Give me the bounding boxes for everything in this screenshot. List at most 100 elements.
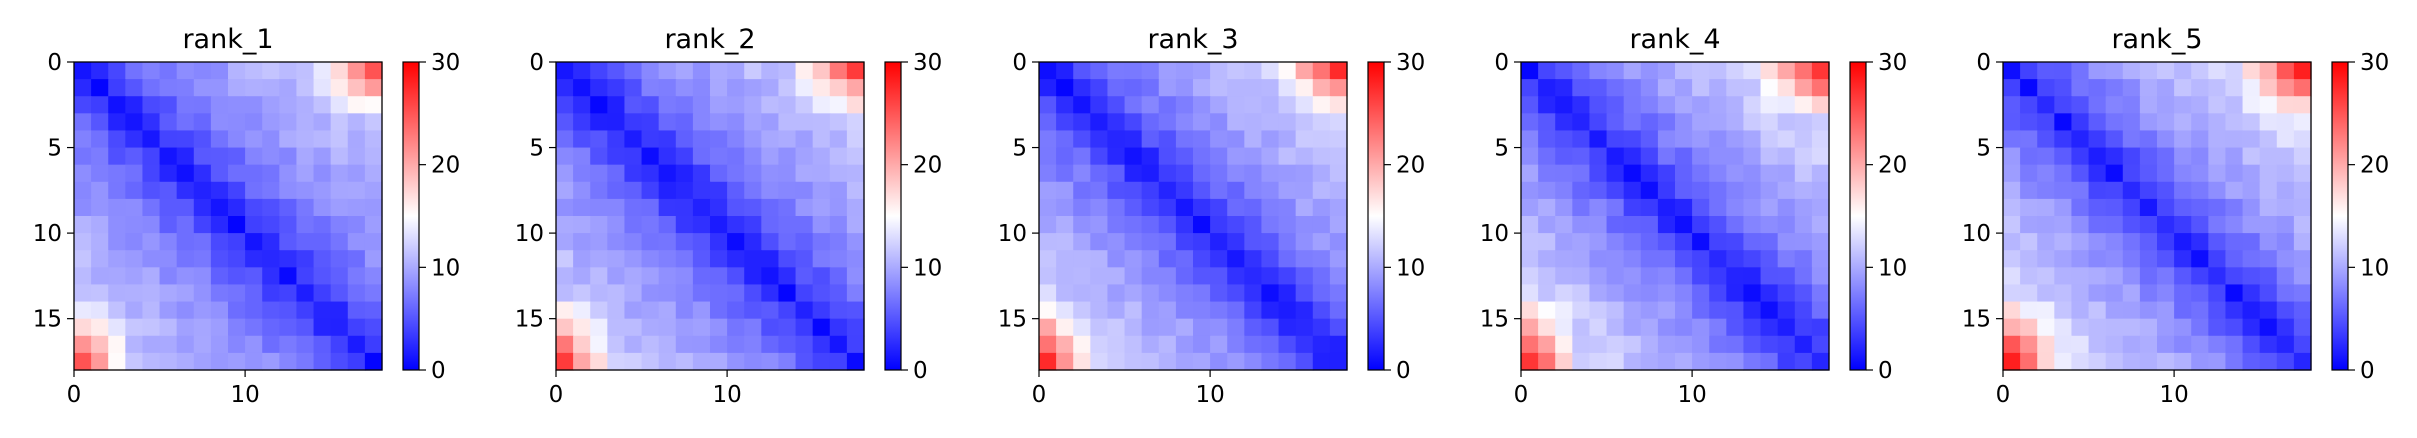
heatmap-cell	[330, 181, 349, 200]
heatmap-cell	[624, 62, 643, 80]
heatmap-cell	[2054, 335, 2073, 354]
heatmap-cell	[1760, 216, 1779, 234]
heatmap-cell	[2259, 335, 2278, 354]
heatmap-cell	[2139, 335, 2158, 354]
heatmap-cell	[2003, 147, 2021, 166]
heatmap-cell	[1312, 147, 1331, 166]
heatmap-cell	[761, 250, 780, 268]
heatmap-cell	[812, 198, 831, 217]
heatmap-cell	[2157, 164, 2175, 183]
heatmap-cell	[193, 79, 212, 97]
heatmap-cell	[193, 113, 212, 132]
heatmap-cell	[1589, 96, 1608, 114]
heatmap-cell	[1606, 335, 1625, 354]
heatmap-cell	[1039, 113, 1057, 132]
heatmap-cell	[1278, 233, 1297, 251]
heatmap-cell	[2037, 284, 2055, 303]
heatmap-cell	[125, 198, 144, 217]
heatmap-cell	[1158, 301, 1177, 320]
heatmap-cell	[1692, 301, 1710, 320]
heatmap-cell	[74, 147, 92, 166]
heatmap-cell	[2037, 250, 2055, 268]
heatmap-cell	[125, 318, 144, 337]
heatmap-cell	[2054, 181, 2073, 200]
heatmap-cell	[556, 198, 574, 217]
heatmap-cell	[641, 147, 660, 166]
heatmap-cell	[1777, 267, 1796, 286]
heatmap-cell	[176, 284, 195, 303]
heatmap-cell	[675, 130, 694, 149]
heatmap-cell	[2242, 233, 2261, 251]
heatmap-cell	[313, 164, 332, 183]
heatmap-cell	[590, 318, 608, 337]
heatmap-cell	[829, 284, 848, 303]
heatmap-cell	[159, 181, 178, 200]
heatmap-cell	[1675, 96, 1693, 114]
heatmap-cell	[1056, 301, 1074, 320]
heatmap-cell	[556, 233, 574, 251]
heatmap-cell	[1760, 267, 1779, 286]
heatmap-cell	[1261, 96, 1280, 114]
heatmap-cell	[1073, 301, 1091, 320]
heatmap-cell	[347, 79, 366, 97]
heatmap-cell	[1193, 216, 1211, 234]
heatmap-cell	[1124, 318, 1143, 337]
heatmap-cell	[210, 301, 229, 320]
heatmap-cell	[1572, 130, 1591, 149]
heatmap-cell	[1555, 113, 1573, 132]
colorbar-tick-label: 10	[913, 255, 942, 281]
heatmap-cell	[1675, 352, 1693, 371]
heatmap-cell	[296, 233, 315, 251]
heatmap-cell	[313, 79, 332, 97]
heatmap-cell	[125, 147, 144, 166]
heatmap-cell	[1623, 318, 1642, 337]
heatmap-cell	[1640, 147, 1659, 166]
heatmap-cell	[573, 250, 591, 268]
heatmap-cell	[210, 130, 229, 149]
heatmap-cell	[176, 113, 195, 132]
heatmap-cell	[74, 113, 92, 132]
heatmap-cell	[1811, 130, 1830, 149]
heatmap-cell	[1777, 113, 1796, 132]
heatmap-cell	[2276, 233, 2295, 251]
heatmap-cell	[727, 130, 745, 149]
heatmap-cell	[1692, 267, 1710, 286]
heatmap-cell	[2105, 96, 2124, 114]
heatmap-cell	[2208, 284, 2227, 303]
heatmap-cell	[1073, 233, 1091, 251]
heatmap-cell	[1811, 147, 1830, 166]
heatmap-cell	[1227, 96, 1245, 114]
heatmap-cell	[1124, 62, 1143, 80]
heatmap-cell	[2225, 318, 2244, 337]
heatmap-cell	[228, 164, 246, 183]
heatmap-cell	[556, 216, 574, 234]
heatmap-cell	[692, 164, 711, 183]
heatmap-cell	[846, 147, 865, 166]
heatmap-cell	[829, 267, 848, 286]
heatmap-cell	[2003, 164, 2021, 183]
heatmap-cell	[262, 62, 280, 80]
heatmap-cell	[624, 147, 643, 166]
heatmap-cell	[675, 352, 694, 371]
heatmap-cell	[778, 250, 797, 268]
colorbar-tick-label: 0	[2360, 358, 2375, 384]
heatmap-cell	[761, 181, 780, 200]
heatmap-cell	[1175, 181, 1194, 200]
heatmap-cell	[159, 164, 178, 183]
heatmap-cell	[829, 79, 848, 97]
heatmap-cell	[607, 96, 626, 114]
heatmap-cell	[2020, 250, 2038, 268]
heatmap-cell	[1039, 267, 1057, 286]
heatmap-cell	[744, 79, 762, 97]
heatmap-cell	[228, 181, 246, 200]
heatmap-cell	[2139, 233, 2158, 251]
heatmap-cell	[1811, 164, 1830, 183]
heatmap-cell	[1107, 233, 1126, 251]
heatmap-cell	[1692, 113, 1710, 132]
y-tick-label: 10	[33, 221, 62, 247]
heatmap-cell	[330, 318, 349, 337]
heatmap-cell	[1623, 113, 1642, 132]
heatmap-cell	[2020, 79, 2038, 97]
heatmap-cell	[1811, 250, 1830, 268]
heatmap-cell	[1210, 233, 1228, 251]
